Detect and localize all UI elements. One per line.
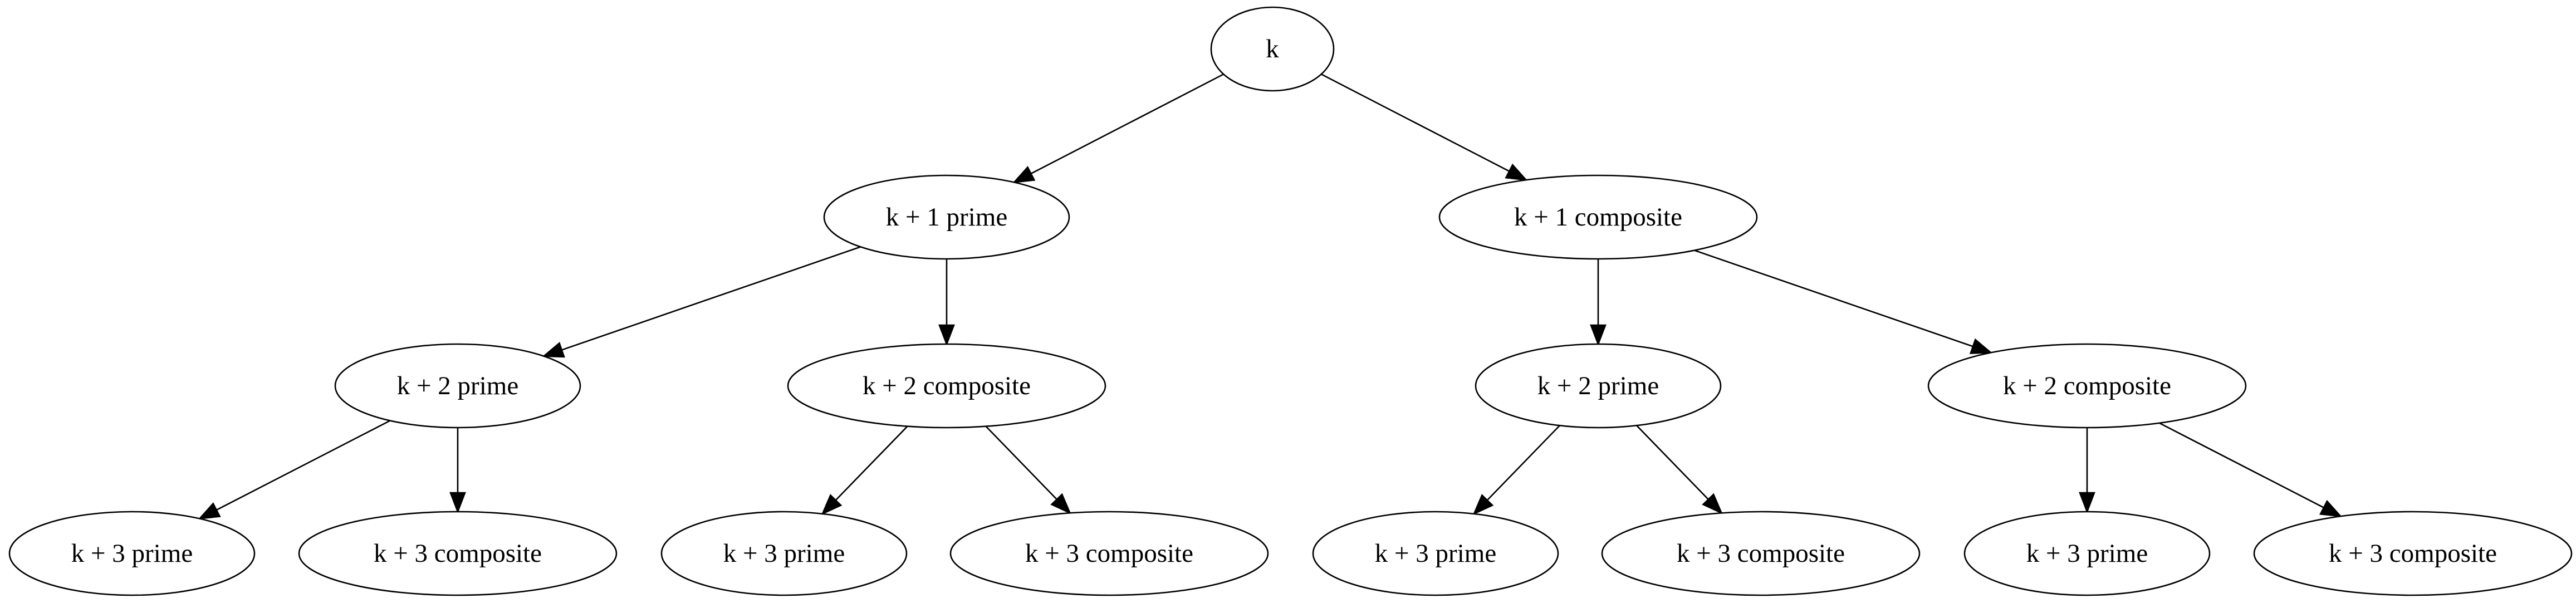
nodes: k k + 1 prime k + 1 composite k + 2 prime k … <box>8 6 2573 596</box>
arrowhead-icon <box>1472 494 1494 516</box>
node-label: k + 2 prime <box>1537 371 1659 400</box>
edge-n0-n1 <box>1012 73 1224 184</box>
node-label: k <box>1266 35 1279 63</box>
edge-line <box>216 420 391 511</box>
edge-line <box>1321 73 1510 172</box>
node-ellipse <box>1438 174 1758 260</box>
edge-line <box>1486 425 1560 501</box>
node-label: k + 3 prime <box>1375 539 1496 568</box>
tree-node-n0: k <box>1210 6 1335 92</box>
edges <box>198 73 2343 520</box>
edge-line <box>561 246 861 351</box>
node-label: k + 3 composite <box>374 539 542 568</box>
node-label: k + 3 prime <box>71 539 193 568</box>
node-ellipse <box>1312 511 1559 596</box>
edge-line <box>2159 422 2324 508</box>
node-label: k + 2 composite <box>2003 371 2171 400</box>
node-ellipse <box>1601 511 1921 596</box>
node-ellipse <box>823 174 1070 260</box>
node-ellipse <box>787 343 1106 429</box>
tree-node-n6: k + 2 composite <box>1927 343 2247 429</box>
arrowhead-icon <box>198 502 221 520</box>
node-ellipse <box>1963 511 2211 596</box>
arrowhead-icon <box>2079 492 2095 514</box>
node-ellipse <box>1210 6 1335 92</box>
arrowhead-icon <box>938 324 955 346</box>
edge-n3-n8 <box>449 428 466 514</box>
node-ellipse <box>660 511 908 596</box>
tree-node-n2: k + 1 composite <box>1438 174 1758 260</box>
edge-line <box>1694 249 1973 347</box>
edge-n4-n10 <box>985 425 1072 514</box>
arrowhead-icon <box>1702 493 1723 514</box>
node-ellipse <box>1927 343 2247 429</box>
tree-node-n11: k + 3 prime <box>1312 511 1559 596</box>
tree-node-n4: k + 2 composite <box>787 343 1106 429</box>
edge-n5-n11 <box>1472 425 1560 516</box>
node-label: k + 3 composite <box>1025 539 1193 568</box>
node-label: k + 2 composite <box>863 371 1031 400</box>
node-label: k + 3 prime <box>2026 539 2148 568</box>
edge-n2-n6 <box>1694 249 1993 354</box>
tree-node-n3: k + 2 prime <box>334 343 581 429</box>
arrowhead-icon <box>449 492 466 514</box>
node-label: k + 3 composite <box>2329 539 2497 568</box>
tree-node-n14: k + 3 composite <box>2253 511 2573 596</box>
arrowhead-icon <box>821 494 843 516</box>
tree-node-n10: k + 3 composite <box>949 511 1269 596</box>
node-label: k + 1 composite <box>1514 203 1682 232</box>
tree-node-n5: k + 2 prime <box>1475 343 1722 429</box>
node-ellipse <box>949 511 1269 596</box>
tree-node-n7: k + 3 prime <box>8 511 256 596</box>
edge-n6-n13 <box>2079 428 2095 514</box>
tree-node-n12: k + 3 composite <box>1601 511 1921 596</box>
edge-n1-n3 <box>542 246 861 358</box>
edge-n5-n12 <box>1636 425 1723 514</box>
node-label: k + 3 composite <box>1677 539 1845 568</box>
edge-n0-n2 <box>1321 73 1528 181</box>
node-label: k + 2 prime <box>397 371 518 400</box>
edge-n4-n9 <box>821 425 908 516</box>
node-ellipse <box>8 511 256 596</box>
edge-n6-n14 <box>2159 422 2343 517</box>
arrowhead-icon <box>2319 499 2343 517</box>
arrowhead-icon <box>1050 493 1072 514</box>
node-ellipse <box>2253 511 2573 596</box>
arrowhead-icon <box>1590 324 1607 346</box>
edge-line <box>1030 73 1224 174</box>
arrowhead-icon <box>1969 338 1993 354</box>
edge-n1-n4 <box>938 259 955 346</box>
edge-line <box>835 425 908 501</box>
tree-node-n8: k + 3 composite <box>298 511 618 596</box>
node-ellipse <box>334 343 581 429</box>
edge-n2-n5 <box>1590 259 1607 346</box>
edge-line <box>1636 425 1709 500</box>
tree-node-n1: k + 1 prime <box>823 174 1070 260</box>
arrowhead-icon <box>1012 165 1036 184</box>
tree-node-n9: k + 3 prime <box>660 511 908 596</box>
tree-node-n13: k + 3 prime <box>1963 511 2211 596</box>
edge-line <box>985 425 1057 500</box>
edge-n3-n7 <box>198 420 391 520</box>
arrowhead-icon <box>1505 163 1528 181</box>
arrowhead-icon <box>542 342 565 358</box>
node-ellipse <box>1475 343 1722 429</box>
node-label: k + 3 prime <box>723 539 845 568</box>
node-label: k + 1 prime <box>886 203 1007 232</box>
node-ellipse <box>298 511 618 596</box>
